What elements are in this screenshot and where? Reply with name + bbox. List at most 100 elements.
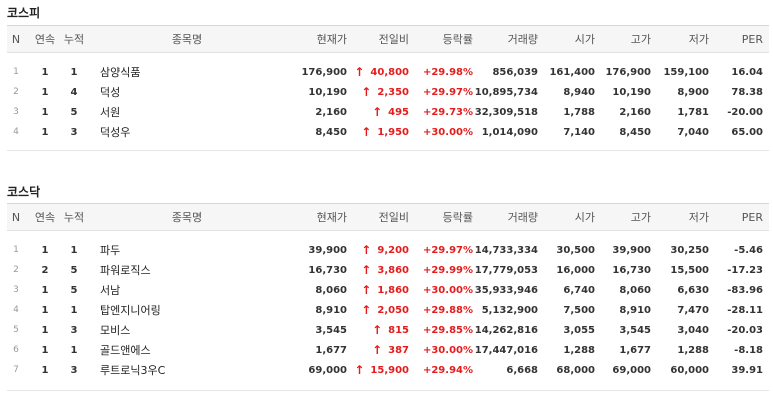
- stock-name-link[interactable]: 골드앤에스: [100, 344, 151, 357]
- cell-price: 1,677: [315, 344, 347, 356]
- cell-open: 7,500: [563, 304, 595, 316]
- cell-rate: +29.99%: [422, 264, 473, 276]
- cell-per: -20.00: [727, 106, 763, 118]
- cell-volume: 6,668: [506, 364, 538, 376]
- column-header-rate[interactable]: 등락률: [442, 211, 473, 224]
- cell-rate: +29.85%: [422, 324, 473, 336]
- up-arrow-icon: ↑: [361, 243, 372, 257]
- cell-volume: 856,039: [492, 66, 538, 78]
- cell-high: 176,900: [605, 66, 651, 78]
- cell-volume: 14,262,816: [474, 324, 538, 336]
- column-header-rate[interactable]: 등락률: [442, 33, 473, 46]
- cell-low: 7,470: [677, 304, 709, 316]
- column-header-streak[interactable]: 연속: [34, 33, 56, 46]
- cell-high: 16,730: [612, 264, 651, 276]
- up-arrow-icon: ↑: [372, 105, 383, 119]
- stock-name-link[interactable]: 파워로직스: [100, 264, 151, 277]
- column-header-streak[interactable]: 연속: [34, 211, 56, 224]
- kosdaq-title: 코스닥: [7, 185, 41, 199]
- cell-change: ↑ 15,900: [347, 360, 409, 380]
- cell-price: 176,900: [301, 66, 347, 78]
- table-row: 5 1 3 모비스 3,545 ↑ 815 +29.85% 14,262,816 3,055 3,5…: [7, 320, 769, 340]
- cell-streak: 1: [41, 86, 49, 98]
- column-header-low[interactable]: 저가: [688, 33, 709, 46]
- cell-rate: +29.94%: [422, 364, 473, 376]
- cell-high: 3,545: [619, 324, 651, 336]
- column-header-change[interactable]: 전일비: [378, 211, 409, 224]
- cell-per: -28.11: [727, 304, 763, 316]
- cell-high: 1,677: [619, 344, 651, 356]
- kosdaq-table: N 연속 누적 종목명 현재가 전일비 등락률 거래량 시가 고가 저가 PER 1 1 1 파두 39,90…: [7, 203, 769, 391]
- cell-rate: +30.00%: [422, 126, 473, 138]
- up-arrow-icon: ↑: [354, 65, 365, 79]
- cell-price: 3,545: [315, 324, 347, 336]
- change-value: 3,860: [377, 264, 409, 276]
- stock-name-link[interactable]: 파두: [100, 244, 121, 257]
- stock-name-link[interactable]: 루트로닉3우C: [100, 364, 166, 377]
- cell-streak: 1: [41, 304, 49, 316]
- stock-name-link[interactable]: 서남: [100, 284, 121, 297]
- stock-name-link[interactable]: 탑엔지니어링: [100, 304, 161, 317]
- column-header-volume[interactable]: 거래량: [507, 211, 538, 224]
- table-row: 6 1 1 골드앤에스 1,677 ↑ 387 +30.00% 17,447,016 1,288 1…: [7, 340, 769, 360]
- cell-price: 16,730: [308, 264, 347, 276]
- change-value: 815: [388, 324, 409, 336]
- cell-n: 7: [13, 365, 19, 375]
- cell-low: 30,250: [670, 244, 709, 256]
- stock-name-link[interactable]: 모비스: [100, 324, 131, 337]
- cell-price: 8,450: [315, 126, 347, 138]
- cell-streak: 1: [41, 324, 49, 336]
- stock-name-link[interactable]: 삼양식품: [100, 66, 141, 79]
- cell-rate: +29.97%: [422, 86, 473, 98]
- kospi-table: N 연속 누적 종목명 현재가 전일비 등락률 거래량 시가 고가 저가 PER 1 1 1 삼양식품 176…: [7, 25, 769, 151]
- stock-name-link[interactable]: 덕성: [100, 86, 121, 99]
- stock-name-link[interactable]: 서원: [100, 106, 121, 119]
- cell-n: 6: [13, 345, 19, 355]
- cell-open: 30,500: [556, 244, 595, 256]
- cell-rate: +29.98%: [422, 66, 473, 78]
- column-header-volume[interactable]: 거래량: [507, 33, 538, 46]
- cell-cum: 3: [70, 126, 78, 138]
- column-header-name[interactable]: 종목명: [171, 33, 203, 46]
- column-header-price[interactable]: 현재가: [316, 33, 347, 46]
- cell-cum: 1: [70, 244, 78, 256]
- stock-name-link[interactable]: 덕성우: [100, 126, 131, 139]
- cell-low: 3,040: [677, 324, 709, 336]
- table-row: 2 1 4 덕성 10,190 ↑ 2,350 +29.97% 10,895,734 8,940 1…: [7, 82, 769, 102]
- column-header-price[interactable]: 현재가: [316, 211, 347, 224]
- column-header-high[interactable]: 고가: [630, 33, 651, 46]
- column-header-cum[interactable]: 누적: [63, 33, 85, 46]
- column-header-low[interactable]: 저가: [688, 211, 709, 224]
- up-arrow-icon: ↑: [361, 85, 372, 99]
- column-header-change[interactable]: 전일비: [378, 33, 409, 46]
- column-header-n[interactable]: N: [11, 32, 21, 46]
- cell-change: ↑ 3,860: [347, 260, 409, 280]
- cell-low: 7,040: [677, 126, 709, 138]
- cell-cum: 1: [70, 344, 78, 356]
- column-header-per[interactable]: PER: [741, 32, 763, 46]
- cell-cum: 4: [70, 86, 78, 98]
- column-header-open[interactable]: 시가: [574, 33, 595, 46]
- up-arrow-icon: ↑: [361, 263, 372, 277]
- cell-rate: +29.88%: [422, 304, 473, 316]
- cell-high: 69,000: [612, 364, 651, 376]
- table-row: 3 1 5 서원 2,160 ↑ 495 +29.73% 32,309,518 1,788 2,16…: [7, 102, 769, 122]
- column-header-high[interactable]: 고가: [630, 211, 651, 224]
- cell-volume: 1,014,090: [481, 126, 538, 138]
- cell-open: 3,055: [563, 324, 595, 336]
- cell-n: 5: [13, 325, 19, 335]
- column-header-per[interactable]: PER: [741, 210, 763, 224]
- column-header-cum[interactable]: 누적: [63, 211, 85, 224]
- change-value: 495: [388, 106, 409, 118]
- column-header-open[interactable]: 시가: [574, 211, 595, 224]
- cell-cum: 3: [70, 364, 78, 376]
- cell-streak: 1: [41, 344, 49, 356]
- change-value: 1,950: [377, 126, 409, 138]
- cell-streak: 1: [41, 284, 49, 296]
- cell-rate: +30.00%: [422, 344, 473, 356]
- column-header-n[interactable]: N: [11, 210, 21, 224]
- cell-cum: 5: [70, 264, 78, 276]
- cell-n: 4: [13, 127, 19, 137]
- cell-price: 8,910: [315, 304, 347, 316]
- column-header-name[interactable]: 종목명: [171, 211, 203, 224]
